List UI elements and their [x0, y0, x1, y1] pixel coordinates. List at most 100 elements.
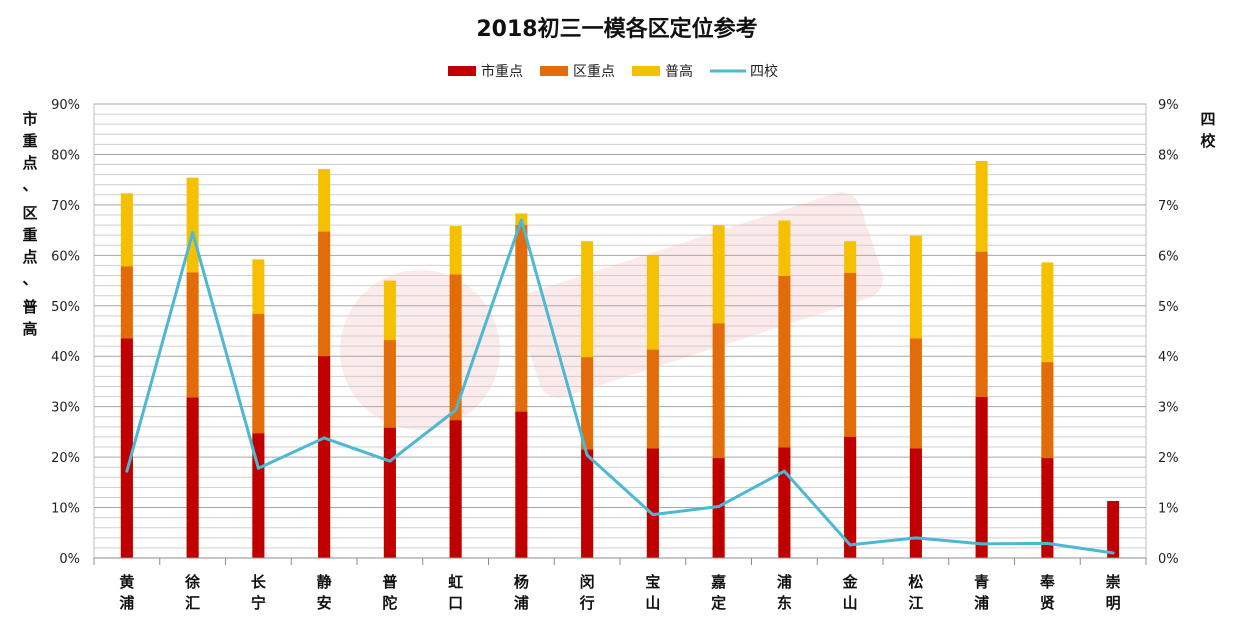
bar-市重点 [975, 397, 988, 558]
bar-市重点 [909, 448, 922, 558]
bar-市重点 [646, 448, 659, 558]
right-tick-label: 4% [1158, 350, 1179, 365]
line-point [585, 453, 589, 457]
category-label: 黄 [119, 573, 134, 591]
category-label: 山 [645, 594, 660, 612]
left-tick-label: 70% [51, 199, 80, 214]
watermark [340, 192, 883, 430]
category-label: 徐 [184, 573, 200, 591]
category-label: 定 [711, 594, 726, 612]
left-tick-label: 60% [51, 249, 80, 264]
line-point [848, 543, 852, 547]
category-label: 东 [777, 594, 792, 612]
left-axis-title: 区 [22, 204, 37, 222]
bar-市重点 [449, 420, 462, 558]
bar-市重点 [844, 436, 857, 558]
left-axis-title: 、 [22, 176, 37, 194]
bars [120, 161, 1120, 559]
category-label: 浦 [514, 594, 529, 612]
legend-label: 普高 [665, 63, 693, 80]
legend-swatch [540, 66, 568, 76]
bar-市重点 [581, 449, 594, 558]
category-label: 陀 [382, 594, 397, 612]
right-tick-label: 9% [1158, 98, 1179, 113]
bar-市重点 [1107, 500, 1120, 558]
category-label: 闵 [580, 573, 595, 591]
line-series [125, 218, 1115, 555]
right-axis-title: 四 [1200, 110, 1215, 128]
bar-市重点 [120, 338, 133, 558]
bar-市重点 [252, 433, 265, 558]
left-axis-title: 点 [22, 248, 37, 266]
right-tick-label: 7% [1158, 199, 1179, 214]
legend-label: 区重点 [573, 64, 615, 80]
category-label: 浦 [777, 573, 792, 591]
left-tick-label: 10% [51, 502, 80, 517]
line-point [651, 513, 655, 517]
left-axis-title: 高 [22, 320, 37, 338]
line-四校 [125, 218, 1114, 555]
category-label: 浦 [974, 594, 989, 612]
category-label: 贤 [1040, 594, 1055, 612]
category-label: 奉 [1039, 573, 1056, 591]
left-tick-label: 90% [51, 98, 80, 113]
right-tick-label: 0% [1158, 552, 1179, 567]
right-tick-label: 2% [1158, 451, 1179, 466]
line-point [191, 231, 195, 235]
left-axis-title: 、 [22, 270, 37, 288]
line-point [980, 542, 984, 546]
right-tick-label: 6% [1158, 249, 1179, 264]
line-point [322, 436, 326, 440]
left-tick-label: 0% [59, 552, 80, 567]
category-label: 浦 [119, 594, 134, 612]
legend: 市重点 区重点 普高 四校 [448, 63, 778, 80]
category-label: 宝 [645, 573, 660, 591]
right-tick-label: 8% [1158, 148, 1179, 163]
left-axis-title: 重 [22, 132, 37, 150]
bar-市重点 [383, 427, 396, 558]
category-label: 虹 [448, 573, 463, 591]
right-tick-label: 5% [1158, 300, 1179, 315]
category-label: 江 [908, 594, 923, 612]
category-label: 明 [1106, 594, 1121, 612]
bar-市重点 [318, 356, 331, 558]
chart-title: 2018初三一模各区定位参考 [476, 16, 757, 42]
left-tick-label: 40% [51, 350, 80, 365]
category-label: 静 [317, 573, 332, 591]
left-tick-label: 30% [51, 401, 80, 416]
line-point [782, 469, 786, 473]
left-tick-label: 80% [51, 148, 80, 163]
category-label: 嘉 [710, 573, 726, 591]
right-axis-title: 校 [1200, 132, 1216, 150]
bar-市重点 [712, 458, 725, 558]
line-point [125, 469, 129, 473]
line-point [717, 505, 721, 509]
legend-swatch [632, 66, 660, 76]
legend-label: 市重点 [481, 63, 523, 80]
category-label: 行 [579, 594, 595, 612]
left-axis-title: 点 [22, 154, 37, 172]
line-point [454, 408, 458, 412]
line-point [519, 218, 523, 222]
left-axis-title: 重 [22, 226, 37, 244]
legend-label: 四校 [750, 63, 778, 80]
left-axis-title: 市 [22, 110, 37, 128]
category-label: 山 [843, 594, 858, 612]
legend-swatch [448, 66, 476, 76]
bar-市重点 [1041, 458, 1054, 558]
left-tick-label: 20% [51, 451, 80, 466]
right-tick-label: 1% [1158, 502, 1179, 517]
line-point [256, 466, 260, 470]
bar-市重点 [778, 447, 791, 558]
bar-市重点 [186, 397, 199, 558]
category-label: 安 [317, 594, 332, 612]
category-label: 普 [382, 573, 397, 591]
gridlines [93, 103, 1147, 559]
line-point [388, 459, 392, 463]
line-point [1045, 541, 1049, 545]
category-label: 长 [251, 573, 267, 591]
category-label: 金 [842, 573, 859, 591]
line-point [1111, 551, 1115, 555]
category-label: 宁 [251, 594, 266, 612]
